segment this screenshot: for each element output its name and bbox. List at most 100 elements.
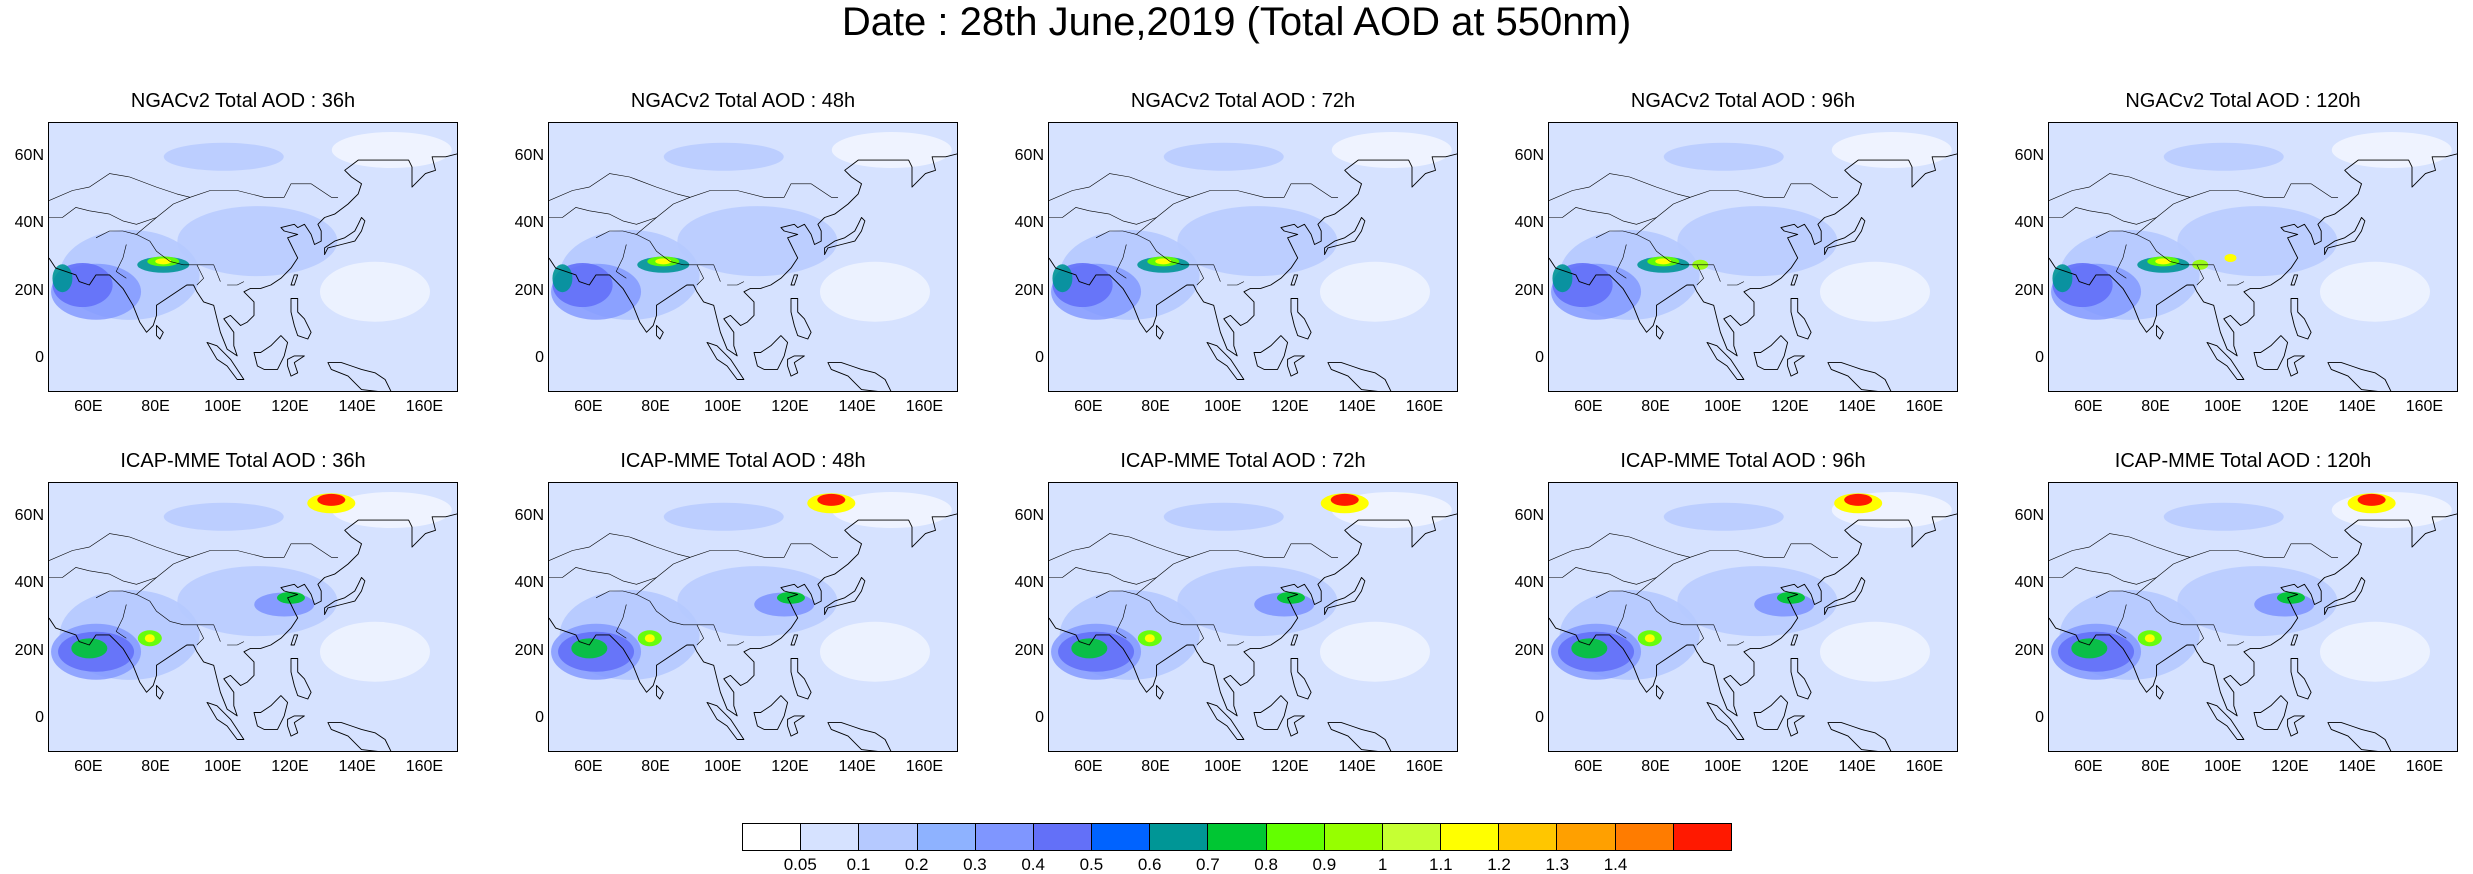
lat-tick-label: 20N [14, 281, 44, 299]
colorbar-label: 0.4 [1021, 855, 1045, 874]
aod-map [48, 122, 458, 392]
aod-region [2331, 132, 2452, 168]
colorbar-label: 1.3 [1545, 855, 1570, 874]
colorbar-swatch [1557, 824, 1616, 850]
colorbar-swatch [801, 824, 860, 850]
lon-tick-label: 160E [405, 398, 444, 415]
aod-region [1071, 638, 1108, 659]
lat-tick-label: 20N [1514, 281, 1544, 299]
lon-tick-label: 60E [2074, 398, 2103, 415]
panel-title: NGACv2 Total AOD : 48h [630, 90, 856, 112]
aod-region [52, 264, 73, 293]
colorbar-label: 0.5 [1079, 855, 1104, 874]
aod-field [1049, 123, 1457, 391]
map-panel: NGACv2 Total AOD : 48h 60N 40N 20N 0 60E 80E 10… [515, 90, 958, 415]
aod-region [663, 142, 784, 171]
colorbar-label: 0.05 [783, 855, 817, 874]
aod-region [1655, 258, 1672, 265]
colorbar-label: 1.1 [1428, 855, 1453, 874]
aod-region [831, 132, 952, 168]
lon-tick-label: 80E [1141, 758, 1170, 775]
colorbar-swatch [743, 824, 802, 850]
panel-title: ICAP-MME Total AOD : 72h [1120, 450, 1366, 472]
aod-region [1331, 132, 1452, 168]
colorbar-swatch [1266, 824, 1325, 850]
colorbar-swatch [1615, 824, 1674, 850]
lon-tick-label: 60E [74, 758, 103, 775]
aod-map [1048, 482, 1458, 752]
lon-tick-label: 140E [1338, 758, 1376, 775]
colorbar-swatch [859, 824, 918, 850]
aod-region [331, 492, 452, 528]
colorbar-swatch [1208, 824, 1267, 850]
aod-map [1048, 122, 1458, 392]
aod-region [817, 493, 846, 506]
aod-map [548, 482, 958, 752]
aod-region [663, 502, 784, 531]
aod-region [1663, 502, 1784, 531]
lat-tick-label: 20N [514, 641, 544, 659]
lon-tick-label: 160E [905, 758, 944, 775]
aod-map [2048, 482, 2458, 752]
lon-tick-label: 80E [641, 758, 670, 775]
aod-region [2155, 258, 2172, 265]
lon-tick-label: 60E [574, 758, 603, 775]
aod-region [144, 634, 155, 643]
lat-tick-label: 40N [1514, 214, 1544, 232]
lon-tick-label: 60E [1574, 758, 1603, 775]
aod-map [2048, 122, 2458, 392]
lon-tick-label: 60E [574, 398, 603, 415]
lon-tick-label: 100E [1204, 758, 1242, 775]
lat-tick-label: 40N [2014, 574, 2044, 592]
lon-tick-label: 100E [1704, 758, 1742, 775]
lat-tick-label: 60N [2014, 146, 2044, 164]
colorbar-swatch [975, 824, 1034, 850]
lon-tick-label: 100E [2204, 758, 2242, 775]
aod-region [776, 591, 805, 604]
lat-tick-label: 0 [1535, 709, 1544, 727]
lon-tick-label: 120E [1271, 398, 1309, 415]
figure-title: Date : 28th June,2019 (Total AOD at 550n… [841, 0, 1632, 44]
lon-tick-label: 160E [1405, 398, 1444, 415]
colorbar-label: 0.6 [1137, 855, 1162, 874]
aod-region [1155, 258, 1172, 265]
panel-title: NGACv2 Total AOD : 72h [1130, 90, 1356, 112]
colorbar-label: 0.1 [846, 855, 871, 874]
aod-region [331, 132, 452, 168]
lon-tick-label: 160E [2405, 398, 2444, 415]
aod-region [1330, 493, 1359, 506]
lon-tick-label: 60E [1574, 398, 1603, 415]
colorbar-label: 0.9 [1312, 855, 1337, 874]
aod-region [1052, 264, 1073, 293]
aod-region [2071, 638, 2108, 659]
colorbar-label: 1 [1377, 855, 1388, 874]
lon-tick-label: 60E [74, 398, 103, 415]
aod-map [48, 482, 458, 752]
colorbar-swatch [1092, 824, 1151, 850]
aod-region [1144, 634, 1155, 643]
aod-region [1163, 502, 1284, 531]
lon-tick-label: 140E [838, 398, 876, 415]
panel-title: ICAP-MME Total AOD : 48h [620, 450, 866, 472]
map-panel: ICAP-MME Total AOD : 96h 60N 40N 20N 0 60E 80E… [1515, 450, 1958, 775]
aod-field [549, 483, 957, 751]
aod-region [819, 621, 930, 682]
lat-tick-label: 60N [1014, 146, 1044, 164]
aod-region [71, 638, 108, 659]
lat-tick-label: 0 [535, 349, 544, 367]
aod-region [2163, 502, 2284, 531]
map-panel: NGACv2 Total AOD : 72h 60N 40N 20N 0 60E 80E 10… [1015, 90, 1458, 415]
lon-tick-label: 80E [1641, 398, 1670, 415]
aod-region [317, 493, 346, 506]
lat-tick-label: 60N [514, 506, 544, 524]
lon-tick-label: 80E [1141, 398, 1170, 415]
lon-tick-label: 140E [1838, 398, 1876, 415]
aod-field [49, 123, 457, 391]
lon-tick-label: 100E [204, 758, 242, 775]
lon-tick-label: 100E [1704, 398, 1742, 415]
colorbar-label: 0.2 [904, 855, 929, 874]
aod-region [2276, 591, 2305, 604]
aod-region [1571, 638, 1608, 659]
aod-region [1163, 142, 1284, 171]
colorbar-swatch [1382, 824, 1442, 850]
